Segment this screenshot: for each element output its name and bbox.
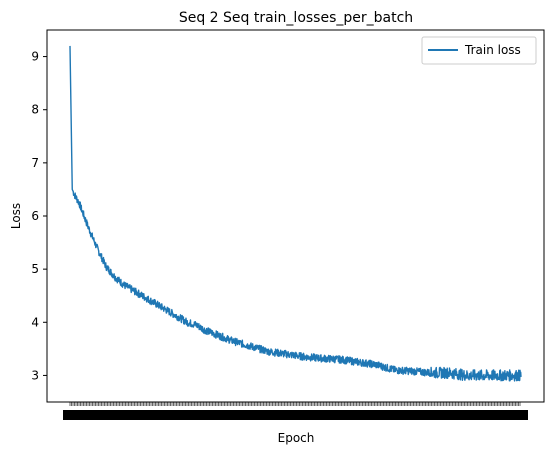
y-tick-label: 8 <box>31 103 39 117</box>
y-tick-label: 3 <box>31 368 39 382</box>
y-axis-label: Loss <box>9 203 23 229</box>
x-ticks <box>69 402 521 406</box>
plot-frame <box>46 29 545 403</box>
x-axis-label: Epoch <box>278 431 315 445</box>
x-axis <box>63 402 528 420</box>
chart-title: Seq 2 Seq train_losses_per_batch <box>179 10 413 26</box>
y-tick-label: 4 <box>31 315 39 329</box>
y-tick-label: 5 <box>31 262 39 276</box>
legend-box <box>421 36 537 65</box>
plot-area <box>69 45 522 382</box>
legend-label: Train loss <box>464 43 521 57</box>
legend: Train loss <box>421 36 537 65</box>
y-tick-label: 6 <box>31 209 39 223</box>
series-line-train-loss <box>69 45 522 382</box>
x-tick-labels-overlap <box>63 410 528 420</box>
y-tick-label: 7 <box>31 156 39 170</box>
y-tick-label: 9 <box>31 50 39 64</box>
y-axis: 3 4 5 6 7 8 9 <box>31 50 47 382</box>
